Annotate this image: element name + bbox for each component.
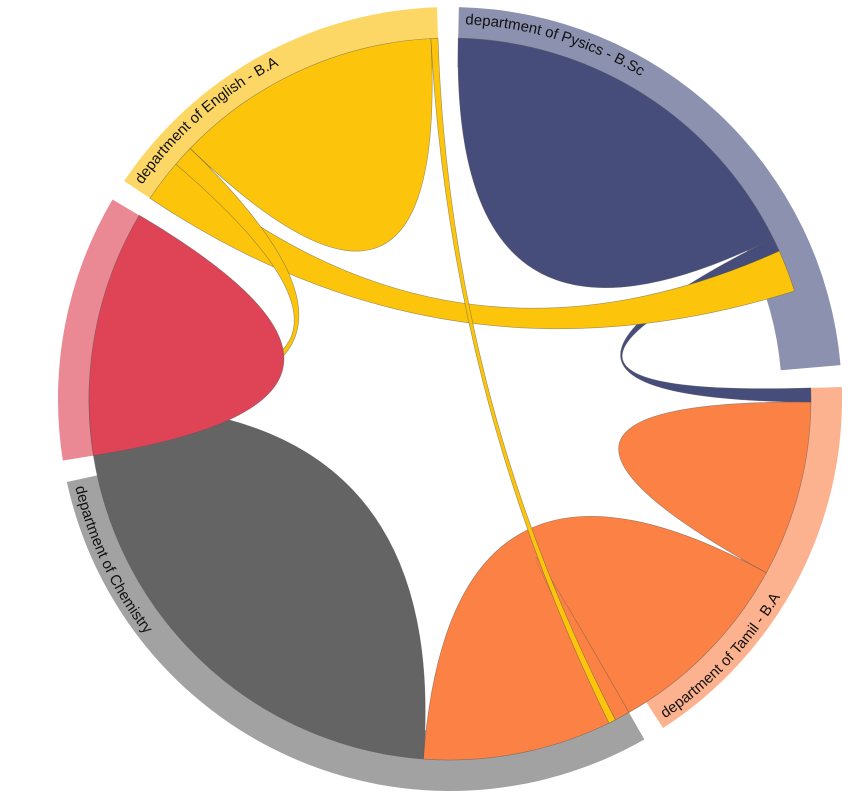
ribbon-department-of-tamil-b-a-to-department-of-tamil-b-a[interactable] (618, 401, 812, 574)
ribbons (88, 37, 812, 761)
ribbon-department-of-english-b-a-to-department-of-english-b-a[interactable] (189, 38, 433, 252)
ribbon-unlabeled-red-group-to-unlabeled-red-group[interactable] (88, 214, 285, 456)
ribbon-department-of-english-b-a-to-department-of-tamil-b-a[interactable] (430, 37, 616, 724)
ribbon-department-of-tamil-b-a-to-department-of-chemistry[interactable] (423, 515, 767, 761)
ribbon-department-of-english-b-a-to-department-of-pysics-b-sc[interactable] (149, 163, 795, 329)
